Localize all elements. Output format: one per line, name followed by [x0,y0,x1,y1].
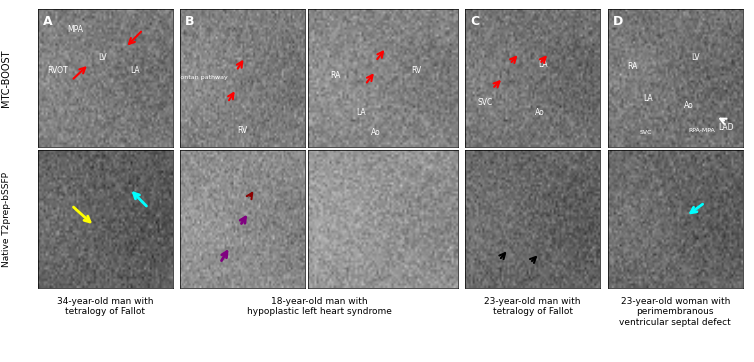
Text: Native T2prep-bSSFP: Native T2prep-bSSFP [2,172,11,266]
Text: 18-year-old man with
hypoplastic left heart syndrome: 18-year-old man with hypoplastic left he… [247,297,391,316]
Text: A: A [43,14,53,28]
Text: LA: LA [356,108,366,117]
Text: LAD: LAD [719,123,734,132]
Text: RV: RV [238,126,247,135]
Text: RA: RA [330,71,341,80]
Text: LV: LV [98,53,107,62]
Text: MPA: MPA [68,25,84,34]
Text: Ao: Ao [684,101,694,110]
Text: LA: LA [643,94,653,103]
Text: D: D [613,14,624,28]
Text: 23-year-old woman with
perimembranous
ventricular septal defect: 23-year-old woman with perimembranous ve… [619,297,731,327]
Text: RVOT: RVOT [48,67,69,75]
Text: RA: RA [627,62,637,71]
Text: Fontan pathway: Fontan pathway [177,75,228,80]
Text: SVC: SVC [639,130,651,135]
Text: C: C [470,14,480,28]
Text: RV: RV [411,67,421,75]
Text: Ao: Ao [535,108,544,117]
Text: LA: LA [538,60,548,68]
Text: MTC-BOOST: MTC-BOOST [1,49,11,106]
Text: LV: LV [691,53,700,62]
Text: Ao: Ao [371,129,381,137]
Text: SVC: SVC [478,98,493,107]
Text: 34-year-old man with
tetralogy of Fallot: 34-year-old man with tetralogy of Fallot [57,297,153,316]
Text: RPA-MPA: RPA-MPA [689,127,716,132]
Text: B: B [185,14,195,28]
Text: LA: LA [130,67,139,75]
Text: 23-year-old man with
tetralogy of Fallot: 23-year-old man with tetralogy of Fallot [485,297,581,316]
